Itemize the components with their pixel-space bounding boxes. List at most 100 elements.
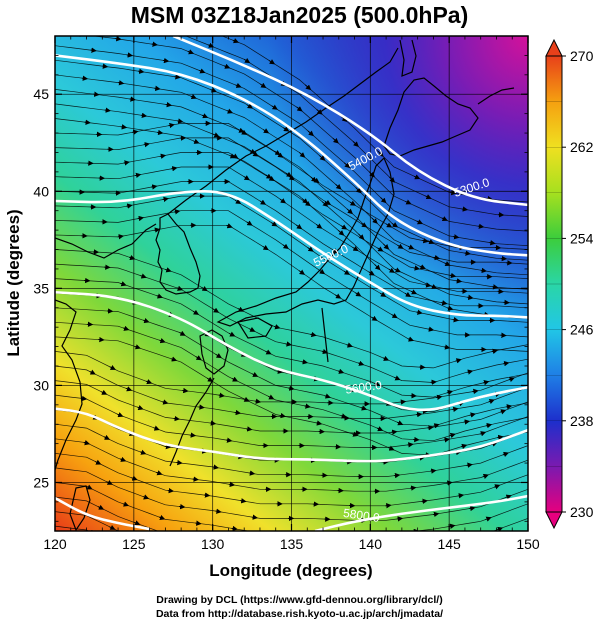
streamline-arrow xyxy=(151,41,158,47)
streamline-arrow xyxy=(210,583,215,584)
streamline-arrow xyxy=(377,246,384,252)
streamline-arrow xyxy=(316,223,323,229)
streamline-arrow xyxy=(285,171,293,177)
streamline-arrow xyxy=(134,520,141,526)
streamline-arrow xyxy=(413,174,421,180)
coastline-honshu xyxy=(216,156,395,327)
streamline-arrow xyxy=(352,431,359,437)
streamline-arrow xyxy=(101,552,106,554)
streamline-arrow xyxy=(464,250,471,256)
streamline-arrow xyxy=(380,197,387,204)
coastline-kuril xyxy=(477,87,515,105)
streamline-arrow xyxy=(385,222,393,228)
streamline-arrow xyxy=(388,445,395,451)
streamline-arrow xyxy=(234,198,242,205)
streamline-arrow xyxy=(304,84,312,91)
streamline-arrow xyxy=(502,451,510,458)
streamline-arrow xyxy=(154,85,161,91)
streamline-arrow xyxy=(195,520,202,526)
streamline-arrow xyxy=(424,544,429,545)
geopotential-height-contours xyxy=(55,36,528,531)
streamline-arrow xyxy=(298,269,306,275)
streamline-arrow xyxy=(218,392,225,398)
coastline-shikoku xyxy=(237,317,273,339)
streamline-arrow xyxy=(246,426,253,432)
streamline-arrow xyxy=(143,318,150,324)
streamline-arrow xyxy=(198,567,203,568)
streamline-arrow xyxy=(419,264,426,270)
streamline-arrow xyxy=(452,317,460,323)
streamline-arrow xyxy=(125,386,133,392)
y-axis-title: Latitude (degrees) xyxy=(4,209,23,356)
streamline-arrow xyxy=(201,286,208,292)
streamline-arrow xyxy=(352,245,359,252)
streamline-arrow xyxy=(296,106,303,112)
streamline-arrow xyxy=(449,432,456,438)
contour-line xyxy=(55,290,528,412)
streamline-arrow xyxy=(449,523,456,529)
streamline-arrow xyxy=(132,129,139,135)
streamline-arrow xyxy=(343,269,351,275)
streamline-arrow xyxy=(460,443,468,450)
streamline-arrow xyxy=(295,223,303,230)
streamline-arrow xyxy=(344,162,351,169)
colorbar-tick-label: 246 xyxy=(570,322,594,338)
streamline-arrow xyxy=(416,309,423,315)
coastline-sakhalin xyxy=(399,39,417,77)
streamline-arrow xyxy=(346,342,353,348)
streamline-arrow xyxy=(427,587,432,588)
streamline-arrow xyxy=(491,348,499,354)
streamline-arrow xyxy=(143,141,151,148)
streamline-arrow xyxy=(187,49,195,55)
colorbar: 230 238 246 254 262 270 xyxy=(545,38,594,530)
coastline-taiwan xyxy=(69,485,91,531)
streamline-arrow xyxy=(374,264,381,271)
streamline-arrow xyxy=(162,57,170,64)
streamline-arrow xyxy=(400,562,405,563)
colorbar-tick-label: 230 xyxy=(570,504,594,520)
streamline-arrow xyxy=(450,189,457,196)
streamline-arrow xyxy=(223,63,231,69)
streamline-arrow xyxy=(248,470,256,476)
contour-line xyxy=(55,407,528,463)
coastline-china-east xyxy=(55,223,157,471)
streamline-arrow xyxy=(416,411,423,418)
streamline-arrow xyxy=(117,234,125,240)
streamline-arrow xyxy=(243,175,250,181)
streamline-arrow xyxy=(472,388,479,395)
streamline-arrow xyxy=(355,291,362,297)
streamline-arrow xyxy=(410,289,418,295)
colorbar-tick-label: 254 xyxy=(570,230,594,246)
streamline-arrow xyxy=(388,549,393,550)
streamline-arrow xyxy=(399,399,407,405)
streamline-arrow xyxy=(265,349,272,355)
streamline-arrow xyxy=(341,116,348,122)
streamline-arrow xyxy=(279,412,286,419)
streamline-arrow xyxy=(396,420,404,426)
streamline-arrow xyxy=(197,26,202,28)
streamline-arrow xyxy=(304,403,311,409)
streamline-arrow xyxy=(288,385,295,391)
streamline-arrow xyxy=(164,443,172,450)
streamline-arrow xyxy=(174,74,181,80)
streamline-arrow xyxy=(162,196,169,203)
streamline-arrow xyxy=(160,16,165,17)
streamline-arrow xyxy=(251,514,259,520)
streamline-arrow xyxy=(421,498,428,504)
streamline-arrow xyxy=(368,270,375,276)
streamline-arrow xyxy=(168,122,175,129)
streamline-arrow xyxy=(480,267,488,274)
coastline-ryukyu xyxy=(169,377,215,467)
streamline-arrow xyxy=(315,420,323,426)
streamline-arrow xyxy=(477,223,485,229)
streamline-arrow xyxy=(508,376,515,383)
streamline-arrow xyxy=(455,278,463,284)
streamline-arrow xyxy=(486,195,493,202)
colorbar-bottom-triangle xyxy=(545,511,563,530)
streamline-arrow xyxy=(231,525,238,531)
streamline-arrow xyxy=(433,254,441,261)
streamline-arrow xyxy=(466,462,473,468)
streamline-arrow xyxy=(371,315,378,321)
streamline-arrow xyxy=(246,220,253,226)
streamline-arrow xyxy=(231,376,239,382)
